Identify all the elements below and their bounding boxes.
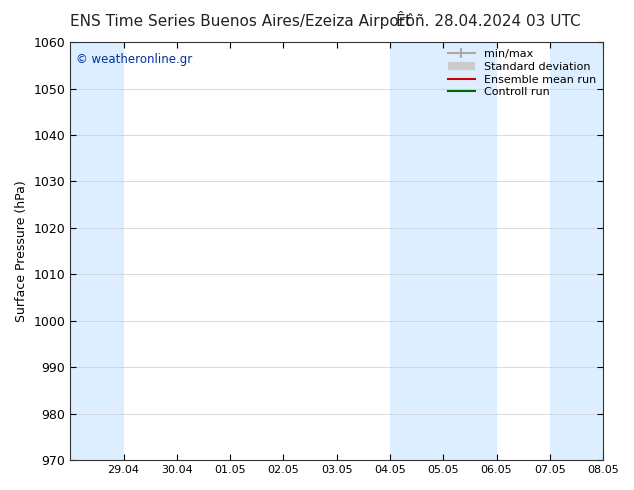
Text: Êôñ. 28.04.2024 03 UTC: Êôñ. 28.04.2024 03 UTC [396, 14, 581, 29]
Text: © weatheronline.gr: © weatheronline.gr [75, 52, 192, 66]
Text: ENS Time Series Buenos Aires/Ezeiza Airport: ENS Time Series Buenos Aires/Ezeiza Airp… [70, 14, 411, 29]
Bar [550, 42, 603, 460]
Bar [390, 42, 496, 460]
Bar [70, 42, 124, 460]
Y-axis label: Surface Pressure (hPa): Surface Pressure (hPa) [15, 180, 28, 322]
Legend: min/max, Standard deviation, Ensemble mean run, Controll run: min/max, Standard deviation, Ensemble me… [443, 44, 601, 102]
